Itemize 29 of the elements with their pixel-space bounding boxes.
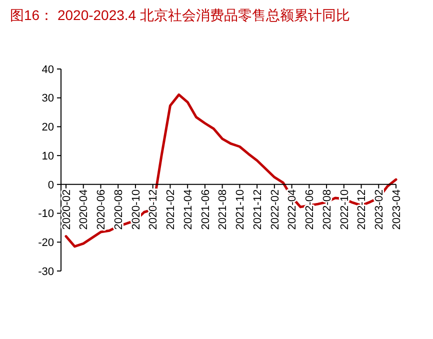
x-tick-label: 2021-02 bbox=[165, 189, 178, 230]
x-tick-label: 2022-02 bbox=[269, 189, 282, 230]
y-tick-label: 20 bbox=[42, 122, 54, 134]
y-tick-label: -20 bbox=[38, 236, 54, 249]
x-tick-label: 2020-08 bbox=[112, 189, 125, 230]
x-tick-label: 2021-12 bbox=[252, 189, 264, 230]
x-tick-label: 2023-04 bbox=[390, 189, 403, 230]
x-tick-label: 2021-04 bbox=[182, 189, 194, 230]
x-tick-label: 2020-10 bbox=[130, 189, 142, 230]
x-tick-label: 2022-10 bbox=[338, 189, 351, 230]
y-tick-label: -10 bbox=[38, 208, 54, 220]
x-tick-label: 2022-12 bbox=[356, 189, 368, 230]
x-tick-label: 2021-10 bbox=[234, 189, 247, 230]
x-tick-label: 2022-04 bbox=[286, 189, 299, 230]
y-tick-label: -30 bbox=[38, 266, 54, 278]
x-tick-label: 2020-12 bbox=[148, 189, 160, 230]
y-tick-label: 0 bbox=[48, 179, 54, 192]
y-tick-label: 40 bbox=[42, 64, 54, 76]
x-tick-label: 2022-08 bbox=[321, 189, 334, 230]
chart-title: 图16： 2020-2023.4 北京社会消费品零售总额累计同比 bbox=[10, 7, 350, 23]
y-tick-label: 30 bbox=[42, 92, 54, 105]
x-tick-label: 2023-02 bbox=[373, 189, 386, 230]
x-tick-label: 2020-06 bbox=[96, 189, 108, 230]
x-tick-label: 2021-08 bbox=[217, 189, 230, 230]
y-tick-label: 10 bbox=[42, 150, 54, 162]
x-tick-label: 2021-06 bbox=[200, 189, 212, 230]
x-tick-label: 2022-06 bbox=[304, 189, 316, 230]
x-tick-label: 2020-04 bbox=[78, 189, 90, 230]
x-tick-label: 2020-02 bbox=[60, 189, 73, 230]
